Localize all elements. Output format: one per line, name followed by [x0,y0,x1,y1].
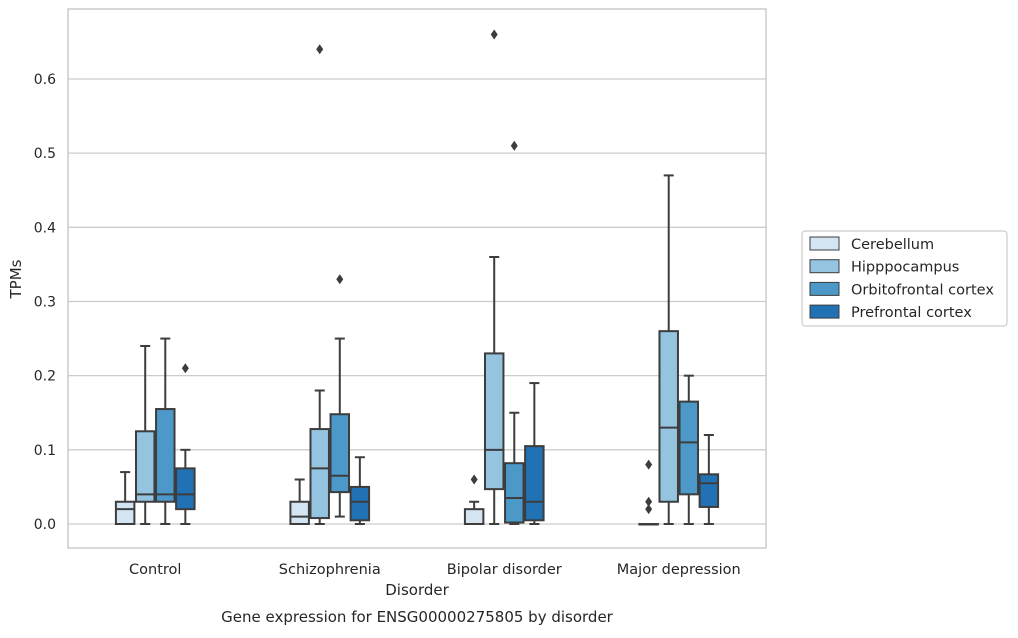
legend-label: Cerebellum [851,237,934,253]
y-tick-label: 0.5 [34,146,56,162]
box-orbitofrontal-cortex [504,140,525,525]
box-orbitofrontal-cortex [155,337,176,525]
box-iqr [483,352,505,491]
legend-swatch [809,259,840,274]
legend-label: Orbitofrontal cortex [851,282,994,298]
legend-swatch [809,304,840,319]
y-axis-label: TPMs [7,259,25,299]
box-cerebellum [463,474,485,525]
legend-swatch [809,281,840,296]
box-iqr [504,462,525,524]
box-hipppocampus [658,174,679,525]
legend-swatch [809,236,840,251]
box-iqr [329,413,351,494]
box-orbitofrontal-cortex [678,374,700,525]
box-iqr [698,473,720,508]
box-prefrontal-cortex [175,363,196,525]
outlier-point [510,140,518,151]
box-hipppocampus [134,344,156,525]
y-axis-ticks: 0.0 0.1 0.2 0.3 0.4 0.5 0.6 [34,72,56,533]
x-tick-label: Schizophrenia [279,562,381,578]
box-iqr [463,508,485,525]
legend: Cerebellum Hipppocampus Orbitofrontal cort… [801,230,1008,327]
box-iqr [114,500,136,525]
box-cerebellum [289,478,310,525]
box-iqr [309,428,330,520]
y-tick-label: 0.1 [34,443,56,459]
y-tick-label: 0.2 [34,369,56,385]
box-hipppocampus [483,29,505,525]
y-tick-label: 0.6 [34,72,56,88]
plot-frame [67,8,767,549]
outlier-point [181,363,189,374]
box-iqr [524,445,545,522]
outlier-point [645,504,653,515]
outlier-point [645,496,653,507]
x-tick-label: Control [129,562,181,578]
chart-caption: Gene expression for ENSG00000275805 by d… [221,608,614,626]
outlier-point [490,29,498,40]
outlier-point [470,474,478,485]
outlier-point [316,44,324,55]
y-tick-label: 0.4 [34,220,56,236]
box-iqr [289,500,310,525]
legend-label: Prefrontal cortex [851,305,972,321]
box-iqr [175,467,196,511]
box-cerebellum [638,459,659,526]
box-prefrontal-cortex [349,456,371,525]
box-prefrontal-cortex [524,382,545,525]
box-cerebellum [114,471,136,525]
x-axis-ticks: Control Schizophrenia Bipolar disorder Majo… [129,562,741,578]
y-tick-label: 0.0 [34,517,56,533]
x-tick-label: Major depression [617,562,741,578]
outlier-point [645,459,653,470]
legend-label: Hipppocampus [851,260,959,276]
box-iqr [678,400,700,496]
legend-frame [801,230,1008,327]
x-tick-label: Bipolar disorder [447,562,562,578]
y-tick-label: 0.3 [34,294,56,310]
x-axis-label: Disorder [385,581,449,599]
box-iqr [349,485,371,522]
box-iqr [658,330,679,503]
box-prefrontal-cortex [698,433,720,525]
box-iqr [134,430,156,503]
outlier-point [336,274,344,285]
box-orbitofrontal-cortex [329,274,351,518]
box-hipppocampus [309,44,330,525]
box-iqr [155,408,176,503]
box-plot-marks [114,29,720,526]
